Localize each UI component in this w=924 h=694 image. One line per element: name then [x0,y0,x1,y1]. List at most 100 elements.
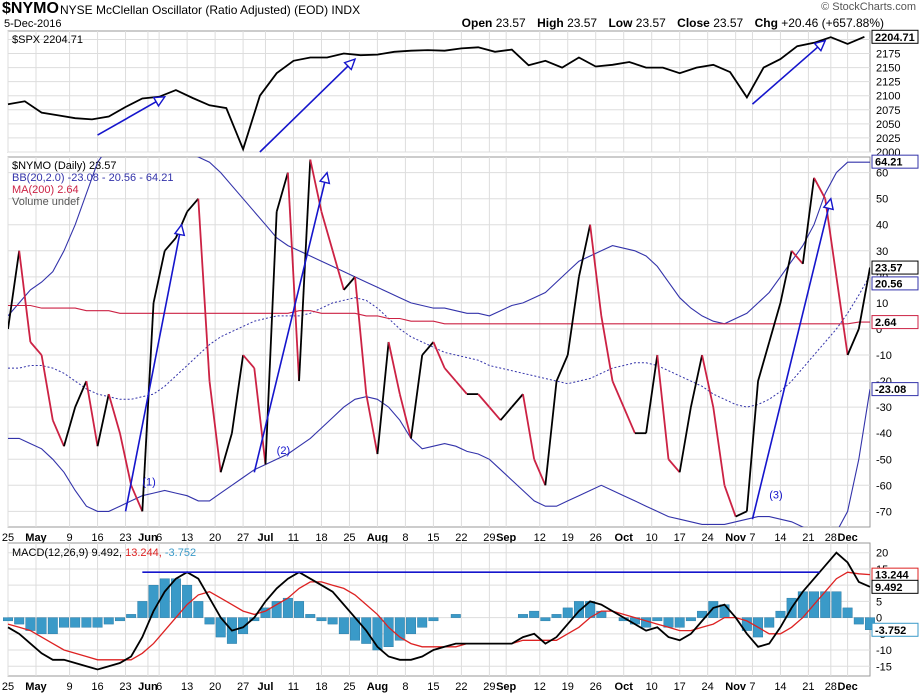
macd-x-tick-label: 8 [402,681,408,693]
macd-x-tick-label: 25 [343,681,355,693]
macd-histogram-bar [652,617,663,622]
annotation-label-1: (1) [142,476,155,488]
macd-histogram-bar [775,610,786,618]
nymo-segment [354,276,368,395]
nymo-segment [85,380,99,447]
nymo-segment [690,354,703,408]
nymo-tick-label: -50 [876,454,892,466]
macd-last-label-box [871,579,919,594]
nymo-segment [701,354,715,408]
nymo-segment [63,406,77,447]
nymo-segment [421,341,435,356]
nymo-x-tick-label: 17 [674,532,686,544]
nymo-x-tick-label: May [25,532,47,544]
nymo-segment [365,393,379,455]
macd-histogram-bar [294,601,305,618]
nymo-x-tick-label: 25 [343,532,355,544]
macd-histogram-bar [719,604,730,618]
nymo-segment [678,406,692,473]
nymo-segment [275,172,289,212]
macd-last-label: 9.492 [875,582,903,594]
nymo-arrow-3-head [822,197,835,211]
nymo-segment [410,354,424,439]
macd-x-tick-label: 10 [646,681,658,693]
nymo-segment [511,393,524,408]
macd-x-tick-label: 17 [674,681,686,693]
nymo-segment [398,393,412,439]
nymo-segment [656,354,670,460]
nymo-x-tick-label: 18 [315,532,327,544]
nymo-segment [499,406,513,421]
nymo-arrow-1-head [173,223,186,237]
nymo-segment [253,367,267,465]
nymo-segment [186,198,199,213]
nymo-x-tick-label: 20 [209,532,221,544]
macd-histogram-bar [182,584,193,618]
spx-tick-label: 2125 [876,77,900,89]
nymo-x-tick-label: Dec [838,532,858,544]
chart-date: 5-Dec-2016 [4,18,62,30]
nymo-volume-legend: Volume undef [12,196,80,208]
nymo-segment [712,407,726,486]
nymo-panel [7,156,871,528]
macd-histogram-bar [103,617,114,625]
macd-x-tick-label: 23 [119,681,131,693]
nymo-segment [51,419,65,447]
nymo-segment [343,276,356,291]
nymo-x-tick-label: 12 [534,532,546,544]
macd-x-tick-label: 20 [209,681,221,693]
nymo-segment [331,250,345,291]
spx-tick-label: 2025 [876,133,900,145]
nymo-x-tick-label: 10 [646,532,658,544]
macd-x-tick-label: Jul [258,681,274,693]
macd-x-tick-label: 12 [534,681,546,693]
nymo-tick-label: 0 [876,324,882,336]
macd-line [7,551,871,671]
nymo-segment [813,177,827,200]
nymo-segment [611,380,625,408]
macd-histogram-bar [562,607,573,618]
macd-x-tick-label: 7 [749,681,755,693]
nymo-x-tick-label: 19 [562,532,574,544]
spx-price-line [7,35,865,152]
macd-histogram-bar [518,614,528,618]
nymo-ma-label: 2.64 [875,317,897,329]
nymo-x-tick-label: 15 [427,532,439,544]
nymo-segment [857,267,870,330]
macd-histogram-bar [417,617,428,628]
nymo-segment [387,341,401,395]
nymo-x-tick-label: 28 [825,532,837,544]
nymo-tick-label: 40 [876,220,888,232]
nymo-segment [242,354,255,369]
symbol: $NYMO [2,0,59,17]
nymo-x-tick-label: 16 [91,532,103,544]
nymo-x-tick-label: 21 [802,532,814,544]
macd-hist-label-box [871,622,919,637]
macd-histogram-bar [3,617,13,622]
spx-arrow-1-head [152,96,167,108]
nymo-segment [107,393,121,434]
nymo-segment [544,380,558,486]
nymo-segment [29,341,43,356]
nymo-segment [40,354,54,421]
nymo-ma200 [8,304,870,325]
nymo-last-label-box [871,260,919,275]
spx-tick-label: 2100 [876,91,900,103]
nymo-ma-legend: MA(200) 2.64 [12,184,79,196]
nymo-segment [119,433,133,486]
nymo-x-tick-label: Aug [367,532,388,544]
macd-signal-line [7,571,871,661]
macd-x-tick-label: 16 [91,681,103,693]
macd-histogram-bar [193,601,204,618]
macd-histogram-bar [338,617,349,635]
nymo-ma-label-box [871,315,919,330]
macd-x-tick-label: 19 [562,681,574,693]
nymo-last-label: 23.57 [875,263,903,275]
nymo-segment [622,406,636,434]
macd-legend-part: 9.492, [91,547,125,559]
spx-tick-label: 2050 [876,119,900,131]
nymo-segment [645,354,659,434]
macd-legend-part: MACD(12,26,9) [12,547,91,559]
macd-x-tick-label: 13 [181,681,193,693]
nymo-x-tick-label: Sep [496,532,516,544]
